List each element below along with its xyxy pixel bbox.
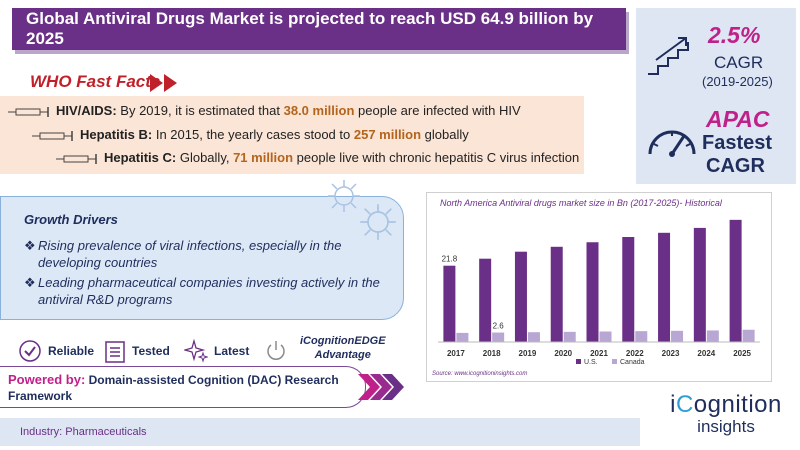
cagr-period: (2019-2025) (702, 74, 773, 89)
data-label: 2.6 (493, 322, 505, 331)
x-tick-label: 2024 (697, 349, 715, 358)
bar-us-2021 (586, 242, 599, 342)
bar-canada-2017 (456, 332, 469, 342)
diamond-bullet-icon: ❖ (24, 275, 36, 290)
chart-source: Source: www.icognitioninsights.com (432, 371, 528, 377)
bar-canada-2019 (527, 332, 540, 342)
x-tick-label: 2022 (626, 349, 644, 358)
bar-canada-2021 (599, 331, 612, 342)
x-tick-label: 2021 (590, 349, 608, 358)
power-icon (267, 341, 285, 360)
fact-hiv: HIV/AIDS: By 2019, it is estimated that … (56, 103, 521, 118)
speedometer-icon (648, 130, 696, 157)
growth-driver-item: ❖ Leading pharmaceutical companies invest… (24, 275, 380, 307)
bar-us-2024 (693, 227, 706, 342)
legend-label: Canada (620, 359, 645, 366)
industry-label: Industry: Pharmaceuticals (20, 426, 147, 438)
region-value: APAC (706, 106, 770, 132)
legend-swatch (576, 359, 581, 364)
x-tick-label: 2018 (483, 349, 501, 358)
cagr-panel: 2.5% CAGR (2019-2025) APAC Fastest CAGR (636, 8, 796, 184)
who-heading: WHO Fast Facts (30, 72, 161, 91)
bar-canada-2018 (492, 332, 505, 342)
x-tick-label: 2023 (662, 349, 680, 358)
reliable-check-icon (19, 340, 41, 362)
bar-canada-2022 (635, 331, 648, 342)
x-tick-label: 2020 (554, 349, 572, 358)
bar-canada-2020 (563, 331, 576, 342)
icognition-logo: iCognition insights (670, 391, 782, 436)
facts-box (0, 96, 584, 174)
legend-label: U.S. (584, 359, 598, 366)
chevron-right-icon (358, 374, 404, 400)
bar-canada-2025 (742, 329, 755, 342)
page-title: Global Antiviral Drugs Market is project… (26, 9, 594, 48)
edge-advantage-label: iCognitionEDGE Advantage (300, 335, 386, 361)
growth-driver-item: ❖ Rising prevalence of viral infections, … (24, 238, 342, 270)
footer-bar (0, 418, 640, 446)
bar-us-2022 (622, 237, 635, 342)
diamond-bullet-icon: ❖ (24, 238, 36, 253)
cagr-label: CAGR (714, 53, 764, 72)
double-arrow-icon (150, 74, 177, 92)
bar-canada-2023 (671, 330, 684, 342)
growth-stairs-icon (648, 37, 689, 75)
x-tick-label: 2019 (519, 349, 537, 358)
x-tick-label: 2017 (447, 349, 465, 358)
badge-edge (264, 336, 288, 366)
powered-by-text: Powered by: Domain-assisted Cognition (D… (8, 372, 339, 403)
powered-by-box (0, 366, 366, 408)
syringe-icon (8, 107, 49, 117)
cagr-value: 2.5% (708, 22, 761, 48)
region-label-cagr: CAGR (706, 155, 765, 177)
syringe-icon (32, 131, 73, 141)
virus-icon (360, 204, 396, 240)
fact-hepatitis-c: Hepatitis C: Globally, 71 million people… (104, 150, 580, 165)
bar-us-2017 (443, 265, 456, 342)
x-tick-label: 2025 (733, 349, 751, 358)
sparkle-icon (184, 339, 208, 363)
bar-us-2025 (729, 219, 742, 342)
bar-canada-2024 (706, 330, 719, 342)
chart-title: North America Antiviral drugs market siz… (440, 198, 722, 208)
growth-drivers-box (0, 196, 404, 320)
title-banner: Global Antiviral Drugs Market is project… (12, 8, 626, 50)
syringe-icon (56, 154, 97, 164)
bar-us-2023 (658, 232, 671, 342)
badge-reliable: Reliable (18, 336, 94, 366)
bar-chart: 2017 2018 2019 2020 2021 2022 2023 2024 2025 21.8… (438, 219, 760, 366)
clipboard-icon (105, 341, 125, 363)
growth-drivers-title: Growth Drivers (24, 212, 118, 227)
badge-latest: Latest (184, 336, 249, 366)
bar-us-2018 (479, 258, 492, 342)
badge-tested: Tested (104, 336, 170, 366)
data-label: 21.8 (442, 255, 458, 264)
bar-us-2020 (550, 246, 563, 342)
fact-hepatitis-b: Hepatitis B: In 2015, the yearly cases s… (80, 127, 469, 142)
virus-icon (328, 180, 360, 212)
bar-us-2019 (514, 251, 527, 342)
legend-swatch (612, 359, 617, 364)
region-label-fastest: Fastest (702, 132, 773, 154)
